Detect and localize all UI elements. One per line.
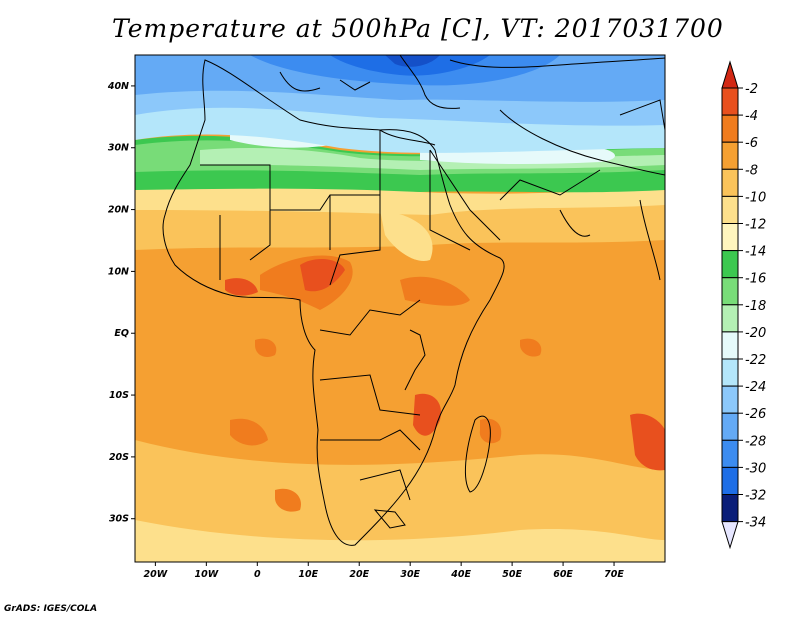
lon-tick-label: 20W — [144, 569, 168, 580]
colorbar-label: -22 — [745, 353, 766, 368]
lat-tick-label: 10N — [108, 266, 129, 277]
lat-tick-label: 20N — [108, 205, 129, 216]
lat-tick-label: 40N — [107, 81, 129, 92]
colorbar-label: -26 — [745, 407, 766, 422]
colorbar-swatch — [721, 412, 739, 441]
colorbar: -2 -4 -6 -8 -10 -12 -14 -16 -18 -20 -22 -24 -26 -28 -3… — [721, 60, 766, 550]
colorbar-label: -30 — [745, 461, 766, 476]
colorbar-swatch — [721, 358, 739, 387]
colorbar-swatch — [721, 87, 739, 116]
colorbar-swatch — [721, 114, 739, 143]
colorbar-label: -32 — [745, 489, 766, 504]
lon-tick-label: 70E — [604, 569, 624, 580]
colorbar-label: -2 — [745, 82, 758, 97]
temperature-field — [135, 55, 665, 562]
colorbar-swatch — [721, 195, 739, 224]
lon-tick-label: 40E — [450, 569, 471, 580]
latitude-axis: 40N 30N 20N 10N EQ 10S 20S 30S — [107, 81, 135, 525]
coastlines — [162, 55, 665, 546]
colorbar-label: -20 — [745, 326, 766, 341]
lon-tick-label: 20E — [349, 569, 369, 580]
colorbar-label: -28 — [745, 434, 766, 449]
colorbar-label: -10 — [745, 190, 766, 205]
colorbar-label: -8 — [745, 163, 758, 178]
lon-tick-label: 0 — [254, 569, 261, 580]
colorbar-swatch — [721, 494, 739, 523]
colorbar-swatch — [721, 223, 739, 252]
colorbar-label: -14 — [745, 245, 766, 260]
longitude-axis: 20W 10W 0 10E 20E 30E 40E 50E 60E 70E — [144, 562, 624, 580]
lat-tick-label: EQ — [114, 328, 129, 339]
colorbar-swatch — [721, 439, 739, 468]
grads-credit: GrADS: IGES/COLA — [4, 604, 98, 614]
lon-tick-label: 50E — [502, 569, 522, 580]
colorbar-swatch — [721, 168, 739, 197]
colorbar-label: -12 — [745, 218, 766, 233]
plot-frame — [134, 54, 666, 563]
colorbar-swatch — [721, 304, 739, 333]
lat-tick-label: 10S — [109, 390, 129, 401]
colorbar-swatch — [721, 250, 739, 279]
lat-tick-label: 30S — [109, 514, 129, 525]
lon-tick-label: 10E — [298, 569, 318, 580]
colorbar-swatch — [721, 277, 739, 306]
colorbar-label: -24 — [745, 380, 766, 395]
colorbar-swatch — [721, 141, 739, 170]
map-title: Temperature at 500hPa [C], VT: 201703170… — [112, 14, 724, 43]
colorbar-swatch — [721, 331, 739, 360]
lon-tick-label: 30E — [400, 569, 420, 580]
colorbar-swatch — [721, 385, 739, 414]
colorbar-bottom-arrow — [721, 521, 739, 550]
colorbar-swatch — [721, 466, 739, 495]
lon-tick-label: 60E — [553, 569, 573, 580]
colorbar-label: -18 — [745, 299, 766, 314]
colorbar-label: -34 — [745, 516, 766, 531]
colorbar-top-arrow — [721, 60, 739, 89]
colorbar-label: -16 — [745, 272, 766, 287]
colorbar-label: -4 — [745, 109, 758, 124]
lon-tick-label: 10W — [194, 569, 218, 580]
lat-tick-label: 20S — [109, 452, 129, 463]
lat-tick-label: 30N — [108, 143, 129, 154]
colorbar-label: -6 — [745, 136, 758, 151]
